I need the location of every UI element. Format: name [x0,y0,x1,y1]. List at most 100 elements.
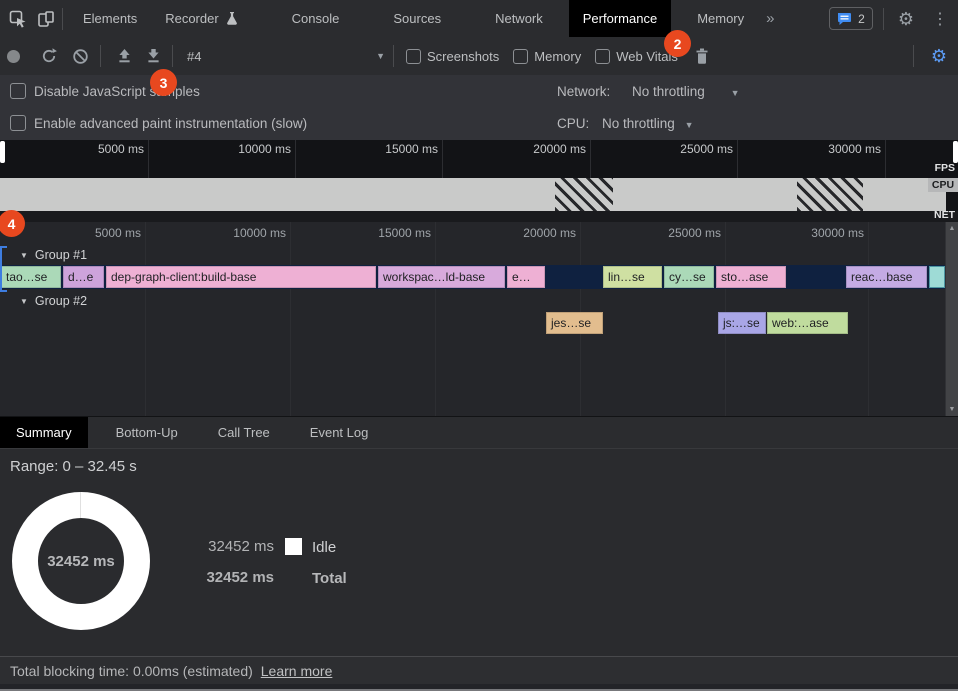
ruler-tick-label: 30000 ms [828,142,881,156]
tab-performance[interactable]: Performance [568,0,672,37]
cpu-activity-strip [0,178,946,211]
cpu-throttling-label: CPU: [557,116,590,131]
checkbox-box[interactable] [10,83,26,99]
checkbox-label[interactable]: Enable advanced paint instrumentation (s… [34,115,308,131]
ruler-gridline [145,222,146,416]
ruler-gridline [435,222,436,416]
group1-track: tao…se d…e dep-graph-client:build-base work… [0,265,946,289]
checkbox-label[interactable]: Memory [534,48,582,64]
checkbox-box[interactable] [595,48,611,64]
learn-more-link[interactable]: Learn more [260,662,333,679]
device-toolbar-icon[interactable] [36,9,56,29]
tab-call-tree[interactable]: Call Tree [217,425,270,440]
checkbox-label[interactable]: Screenshots [427,48,500,64]
ruler-gridline [868,222,869,416]
step-badge-4: 4 [0,210,25,237]
net-activity-strip [0,211,958,222]
load-profile-icon[interactable] [117,49,132,63]
capture-settings-gear-icon[interactable]: ⚙ [930,46,947,66]
flame-bar[interactable]: lin…se [603,266,662,288]
ruler-tick-label: 20000 ms [523,226,576,240]
divider [100,45,101,67]
ruler-tick-label: 25000 ms [680,142,733,156]
network-throttling-select[interactable]: No throttling ▼ [632,84,740,99]
donut-center-label: 32452 ms [47,552,115,570]
flame-bar[interactable]: cy…se [664,266,714,288]
cpu-busy-hatch [555,178,613,211]
performance-toolbar: #4 ▼ Screenshots Memory Web Vitals ⚙ [0,37,958,76]
flame-bar[interactable]: tao…se [1,266,61,288]
flame-bar[interactable]: reac…base [846,266,927,288]
legend-idle-value: 32452 ms [208,538,274,555]
overview-left-handle[interactable] [0,141,5,163]
group2-header[interactable]: ▼ Group #2 [20,294,88,308]
checkbox-label[interactable]: Web Vitals [616,48,678,64]
chevron-down-icon: ▼ [684,120,694,130]
flame-bar[interactable]: web:…ase [767,312,848,334]
inspect-element-icon[interactable] [8,9,28,29]
ruler-tick-label: 5000 ms [94,226,141,240]
flame-bar[interactable] [929,266,945,288]
cpu-track-label: CPU [928,178,958,192]
settings-gear-icon[interactable]: ⚙ [897,8,914,29]
session-select[interactable]: #4 ▼ [187,49,385,64]
trash-icon[interactable] [695,48,709,64]
divider [882,7,884,30]
checkbox-box[interactable] [406,48,421,64]
kebab-menu-icon[interactable]: ⋮ [932,10,948,28]
issues-count: 2 [858,11,865,26]
tab-elements[interactable]: Elements [83,11,138,26]
flame-bar[interactable]: e… [507,266,545,288]
save-profile-icon[interactable] [146,49,161,63]
capture-options-pane: Disable JavaScript samples Enable advanc… [0,75,958,140]
details-tabbar: Summary Bottom-Up Call Tree Event Log [0,417,958,449]
reload-and-record-icon[interactable] [40,47,58,65]
flame-bar[interactable]: dep-graph-client:build-base [106,266,376,288]
record-button[interactable] [7,49,20,63]
tab-summary[interactable]: Summary [0,417,88,448]
clear-icon[interactable] [72,48,89,65]
footer-bar: Total blocking time: 0.00ms (estimated) … [0,656,958,684]
total-blocking-time-text: Total blocking time: 0.00ms (estimated) [10,662,253,679]
web-vitals-checkbox[interactable]: Web Vitals [595,48,678,64]
tab-bottom-up[interactable]: Bottom-Up [115,425,178,440]
legend-total-value: 32452 ms [206,569,274,586]
timeline-overview[interactable]: 5000 ms 10000 ms 15000 ms 20000 ms 25000 ms 3… [0,140,958,222]
cpu-throttling-select[interactable]: No throttling ▼ [602,116,694,131]
issues-counter-button[interactable]: 2 [829,7,873,30]
collapse-triangle-icon[interactable]: ▼ [20,296,28,306]
advanced-paint-checkbox[interactable]: Enable advanced paint instrumentation (s… [10,115,307,131]
window-bottom-edge [0,684,958,691]
more-tabs-chevron[interactable]: » [766,10,775,27]
flame-bar[interactable]: jes…se [546,312,603,334]
ruler-tick-label: 10000 ms [238,142,291,156]
ruler-tick-label: 20000 ms [533,142,586,156]
checkbox-box[interactable] [10,115,26,131]
tab-recorder[interactable]: Recorder [151,0,251,37]
tab-network[interactable]: Network [495,11,543,26]
flame-chart[interactable]: 5000 ms 10000 ms 15000 ms 20000 ms 25000 ms 3… [0,222,958,417]
flame-bar[interactable]: js:…se [718,312,766,334]
step-badge-3: 3 [150,69,177,96]
checkbox-box[interactable] [513,48,529,64]
scroll-up-icon[interactable]: ▲ [948,225,956,232]
memory-checkbox[interactable]: Memory [513,48,582,64]
group1-header[interactable]: ▼ Group #1 [20,248,88,262]
divider [172,45,173,67]
session-label: #4 [187,48,202,64]
flame-bar[interactable]: sto…ase [716,266,786,288]
flame-bar[interactable]: workspac…ld-base [378,266,505,288]
issues-bubble-icon [837,12,852,26]
tab-sources[interactable]: Sources [393,11,442,26]
tab-event-log[interactable]: Event Log [309,425,369,440]
ruler-tick-label: 5000 ms [97,142,144,156]
overview-right-handle[interactable] [953,141,958,163]
vertical-scrollbar[interactable]: ▲ ▼ [945,222,958,416]
flame-bar[interactable]: d…e [63,266,104,288]
tab-memory[interactable]: Memory [697,11,745,26]
tab-console[interactable]: Console [291,11,340,26]
scroll-down-icon[interactable]: ▼ [948,406,956,413]
collapse-triangle-icon[interactable]: ▼ [20,250,28,260]
screenshots-checkbox[interactable]: Screenshots [406,48,500,64]
